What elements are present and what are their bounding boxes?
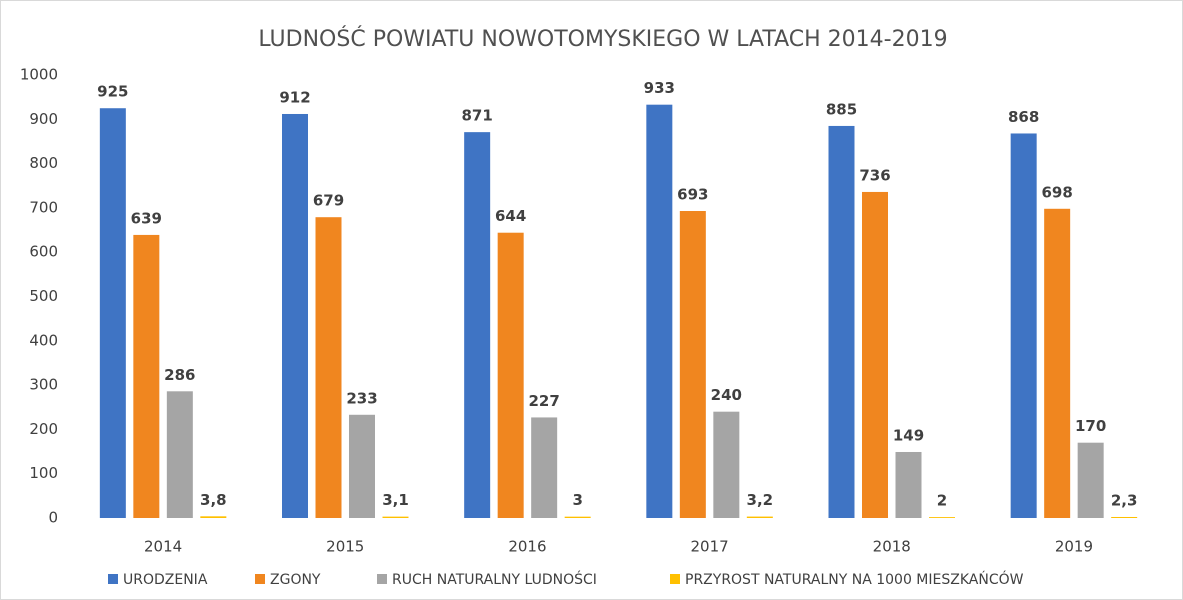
value-label: 871 <box>462 107 493 125</box>
value-label: 698 <box>1042 183 1073 201</box>
chart-title: LUDNOŚĆ POWIATU NOWOTOMYSKIEGO W LATACH … <box>258 26 947 52</box>
y-tick-label: 0 <box>48 509 58 527</box>
y-tick-label: 900 <box>29 110 58 128</box>
legend-swatch <box>255 574 265 584</box>
value-label: 227 <box>529 392 560 410</box>
value-label: 693 <box>677 186 708 204</box>
bar <box>1111 516 1138 518</box>
value-label: 679 <box>313 192 344 210</box>
legend-label: RUCH NATURALNY LUDNOŚCI <box>392 570 597 588</box>
value-label: 644 <box>495 207 526 225</box>
value-label: 933 <box>644 79 675 97</box>
bar <box>166 391 193 518</box>
x-tick-label: 2014 <box>144 538 182 556</box>
value-label: 885 <box>826 100 857 118</box>
bar <box>713 411 740 518</box>
legend-swatch <box>377 574 387 584</box>
value-label: 3,8 <box>200 491 227 509</box>
bar <box>746 516 773 518</box>
bar <box>531 417 558 518</box>
y-tick-label: 800 <box>29 154 58 172</box>
value-label: 868 <box>1008 108 1039 126</box>
value-label: 149 <box>893 426 924 444</box>
value-label: 170 <box>1075 417 1106 435</box>
y-tick-label: 200 <box>29 420 58 438</box>
legend-swatch <box>108 574 118 584</box>
y-tick-label: 400 <box>29 331 58 349</box>
x-tick-label: 2018 <box>873 538 911 556</box>
bar <box>1010 133 1037 518</box>
bar <box>646 104 673 518</box>
value-label: 3,2 <box>747 491 774 509</box>
y-tick-label: 100 <box>29 464 58 482</box>
value-label: 2 <box>937 492 947 510</box>
value-label: 925 <box>97 83 128 101</box>
bar <box>133 234 160 518</box>
value-label: 2,3 <box>1111 491 1138 509</box>
bar <box>464 132 491 518</box>
bar <box>349 414 375 518</box>
legend-label: ZGONY <box>270 572 321 588</box>
x-tick-label: 2017 <box>690 538 728 556</box>
legend-label: PRZYROST NATURALNY NA 1000 MIESZKAŃCÓW <box>685 570 1024 588</box>
bar <box>564 516 591 518</box>
value-label: 3 <box>572 491 582 509</box>
x-tick-label: 2019 <box>1055 538 1093 556</box>
bar <box>862 191 888 518</box>
bar <box>929 517 955 518</box>
bar <box>1077 442 1104 518</box>
bar <box>1044 208 1071 518</box>
bar <box>895 451 922 518</box>
legend-swatch <box>670 574 680 584</box>
y-tick-label: 1000 <box>20 66 58 84</box>
value-label: 3,1 <box>382 491 409 509</box>
value-label: 912 <box>279 88 310 106</box>
value-label: 240 <box>711 386 742 404</box>
value-label: 286 <box>164 366 195 384</box>
bar <box>99 108 126 518</box>
x-tick-label: 2016 <box>508 538 546 556</box>
y-tick-label: 700 <box>29 198 58 216</box>
bar <box>315 217 342 518</box>
value-label: 736 <box>859 166 890 184</box>
value-label: 233 <box>346 389 377 407</box>
y-tick-label: 300 <box>29 376 58 394</box>
y-tick-label: 600 <box>29 243 58 261</box>
bar <box>200 516 227 518</box>
bar <box>382 516 409 518</box>
x-tick-label: 2015 <box>326 538 364 556</box>
value-label: 639 <box>131 209 162 227</box>
legend-label: URODZENIA <box>123 572 208 588</box>
bar <box>828 125 855 518</box>
bar <box>497 232 524 518</box>
bar <box>282 113 308 518</box>
bar <box>679 211 706 518</box>
y-tick-label: 500 <box>29 287 58 305</box>
